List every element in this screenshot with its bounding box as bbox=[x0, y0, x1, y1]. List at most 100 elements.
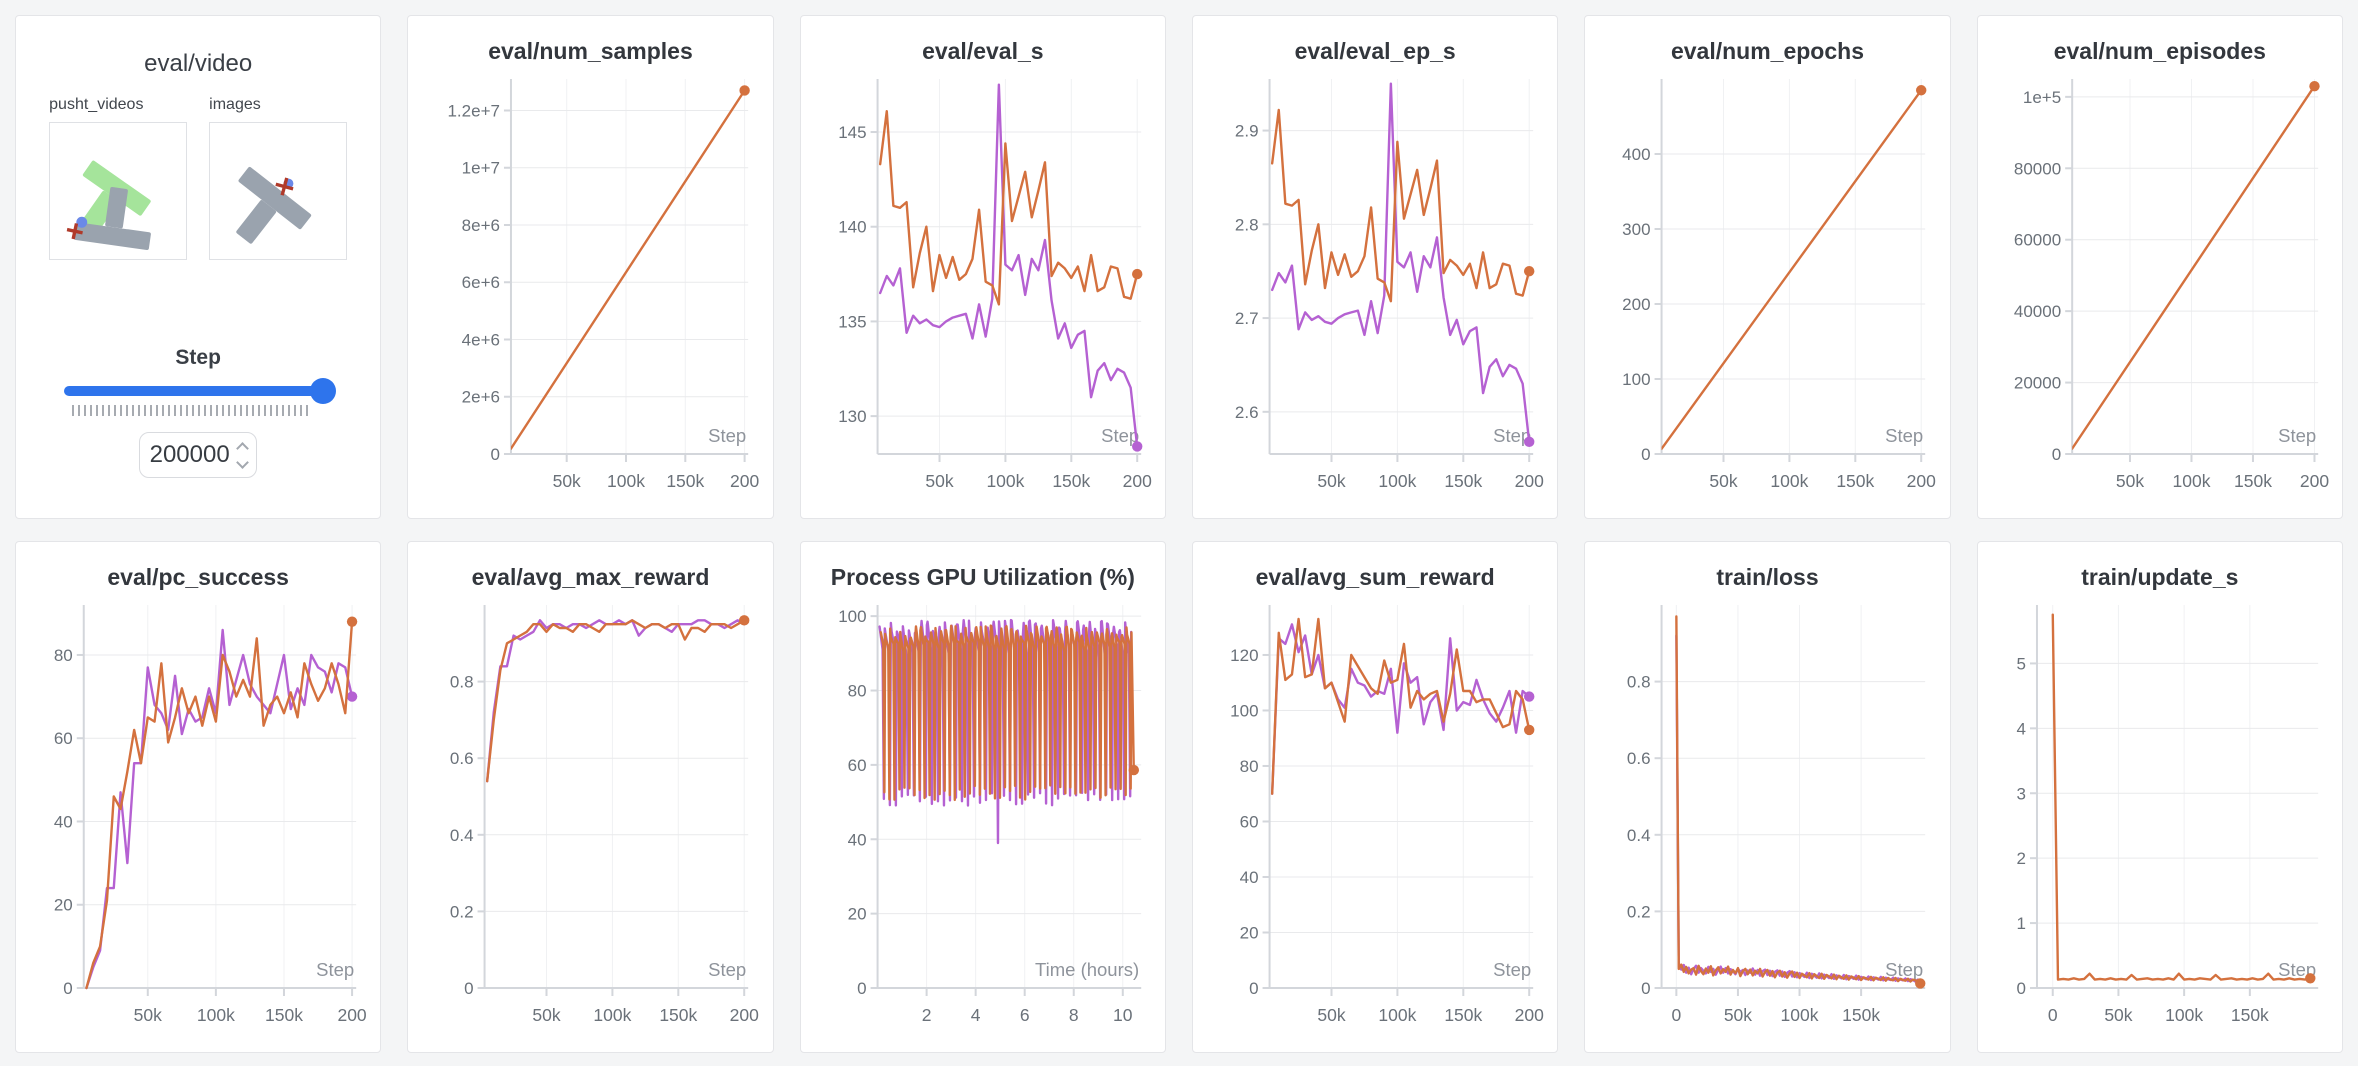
svg-text:0: 0 bbox=[2051, 445, 2060, 464]
chart-canvas[interactable]: 0 20 40 60 80 100 120 50k 100k 150k 200 Step bbox=[1197, 595, 1549, 1040]
svg-text:100: 100 bbox=[1230, 701, 1258, 720]
step-input-value[interactable]: 200000 bbox=[149, 441, 230, 468]
svg-text:100k: 100k bbox=[2172, 471, 2210, 491]
chart-panel-eval-avg-max-reward: eval/avg_max_reward 0 0.2 0.4 0.6 0.8 50k 100k… bbox=[407, 541, 774, 1053]
svg-text:6e+6: 6e+6 bbox=[462, 273, 500, 292]
svg-text:0: 0 bbox=[1641, 445, 1650, 464]
svg-text:100k: 100k bbox=[607, 471, 645, 491]
svg-text:2.7: 2.7 bbox=[1235, 309, 1259, 328]
svg-text:0: 0 bbox=[491, 445, 500, 464]
svg-text:0: 0 bbox=[1641, 979, 1650, 998]
svg-text:200: 200 bbox=[1623, 295, 1651, 314]
chart-panel-train-update-s: train/update_s 0 1 2 3 4 5 0 50k 100k 150k Step bbox=[1976, 541, 2343, 1053]
chart-panel-eval-avg-sum-reward: eval/avg_sum_reward 0 20 40 60 80 100 120 50k 10… bbox=[1192, 541, 1559, 1053]
chart-canvas[interactable]: 2.6 2.7 2.8 2.9 50k 100k 150k 200 Step bbox=[1197, 69, 1549, 506]
chart-title: train/update_s bbox=[2081, 564, 2239, 590]
svg-text:Step: Step bbox=[2278, 425, 2316, 446]
pusht-video-thumbnail[interactable] bbox=[49, 122, 188, 260]
media-panel-title: eval/video bbox=[144, 50, 253, 77]
svg-text:60: 60 bbox=[54, 729, 73, 748]
step-slider-handle[interactable] bbox=[310, 378, 337, 404]
svg-text:150k: 150k bbox=[1052, 471, 1090, 491]
svg-text:150k: 150k bbox=[1444, 1005, 1482, 1025]
spinner-down-icon[interactable] bbox=[235, 455, 249, 469]
svg-text:100k: 100k bbox=[1378, 471, 1416, 491]
media-panel-eval-video: eval/video pusht_videos bbox=[15, 15, 382, 519]
svg-text:200: 200 bbox=[730, 1005, 759, 1025]
svg-text:150k: 150k bbox=[1842, 1005, 1880, 1025]
step-spinner bbox=[235, 441, 249, 469]
svg-text:150k: 150k bbox=[1444, 471, 1482, 491]
spinner-up-icon[interactable] bbox=[235, 441, 249, 455]
chart-canvas[interactable]: 0 20 40 60 80 50k 100k 150k 200 Step bbox=[20, 595, 372, 1040]
svg-text:50k: 50k bbox=[1317, 471, 1345, 491]
chart-title: eval/pc_success bbox=[107, 564, 289, 590]
svg-text:3: 3 bbox=[2016, 784, 2025, 803]
svg-text:100k: 100k bbox=[197, 1005, 235, 1025]
chart-title: eval/num_epochs bbox=[1670, 38, 1864, 64]
svg-text:50k: 50k bbox=[134, 1005, 162, 1025]
chart-canvas[interactable]: 0 100 200 300 400 50k 100k 150k 200 Step bbox=[1589, 69, 1941, 506]
media-label-pusht-videos: pusht_videos bbox=[49, 96, 144, 113]
step-slider-ruler bbox=[72, 405, 311, 416]
svg-text:80: 80 bbox=[847, 682, 866, 701]
svg-text:0: 0 bbox=[63, 979, 72, 998]
svg-text:0: 0 bbox=[2048, 1005, 2058, 1025]
svg-text:Step: Step bbox=[1493, 425, 1531, 446]
svg-text:80: 80 bbox=[1240, 757, 1259, 776]
svg-text:40000: 40000 bbox=[2014, 302, 2061, 321]
chart-canvas[interactable]: 130 135 140 145 50k 100k 150k 200 Step bbox=[805, 69, 1157, 506]
svg-text:0.2: 0.2 bbox=[450, 902, 474, 921]
step-slider[interactable] bbox=[64, 378, 337, 404]
svg-text:200: 200 bbox=[1515, 1005, 1544, 1025]
target-cross bbox=[275, 177, 294, 196]
svg-text:20: 20 bbox=[54, 896, 73, 915]
svg-text:40: 40 bbox=[847, 830, 866, 849]
media-label-images: images bbox=[209, 96, 261, 113]
svg-text:150k: 150k bbox=[1837, 471, 1875, 491]
chart-canvas[interactable]: 0 2e+6 4e+6 6e+6 8e+6 1e+7 1.2e+7 50k 100k 150k 20… bbox=[412, 69, 764, 506]
svg-text:140: 140 bbox=[838, 218, 866, 237]
svg-text:Step: Step bbox=[1101, 425, 1139, 446]
svg-text:Time (hours): Time (hours) bbox=[1035, 959, 1139, 980]
chart-panel-train-loss: train/loss 0 0.2 0.4 0.6 0.8 0 50k 100k 150k Step bbox=[1584, 541, 1951, 1053]
svg-text:150k: 150k bbox=[265, 1005, 303, 1025]
svg-text:2: 2 bbox=[921, 1005, 931, 1025]
media-col-pusht-videos: pusht_videos bbox=[49, 96, 188, 260]
chart-title: eval/avg_sum_reward bbox=[1255, 564, 1495, 590]
chart-canvas[interactable]: 0 0.2 0.4 0.6 0.8 50k 100k 150k 200 Step bbox=[412, 595, 764, 1040]
svg-text:200: 200 bbox=[1907, 471, 1936, 491]
svg-text:2: 2 bbox=[2016, 849, 2025, 868]
chart-panel-eval-eval-s: eval/eval_s 130 135 140 145 50k 100k 150k 200 St… bbox=[799, 15, 1166, 519]
svg-text:1.2e+7: 1.2e+7 bbox=[448, 101, 500, 120]
svg-text:100k: 100k bbox=[1781, 1005, 1819, 1025]
svg-text:8e+6: 8e+6 bbox=[462, 216, 500, 235]
svg-text:4e+6: 4e+6 bbox=[462, 330, 500, 349]
svg-text:50k: 50k bbox=[1317, 1005, 1345, 1025]
chart-canvas[interactable]: 0 0.2 0.4 0.6 0.8 0 50k 100k 150k Step bbox=[1589, 595, 1941, 1040]
chart-canvas[interactable]: 0 20000 40000 60000 80000 1e+5 50k 100k 150k 200 S… bbox=[1982, 69, 2334, 506]
svg-text:Step: Step bbox=[1885, 959, 1923, 980]
chart-canvas[interactable]: 0 20 40 60 80 100 2 4 6 8 10 Time (hours) bbox=[805, 595, 1157, 1040]
svg-text:0.8: 0.8 bbox=[1627, 673, 1651, 692]
images-thumbnail[interactable] bbox=[209, 122, 348, 260]
step-input[interactable]: 200000 bbox=[139, 432, 258, 478]
svg-text:1e+5: 1e+5 bbox=[2023, 88, 2061, 107]
svg-text:100: 100 bbox=[1623, 370, 1651, 389]
chart-title: eval/eval_ep_s bbox=[1294, 38, 1456, 64]
svg-text:120: 120 bbox=[1230, 646, 1258, 665]
svg-text:60: 60 bbox=[1240, 812, 1259, 831]
svg-text:200: 200 bbox=[337, 1005, 366, 1025]
svg-text:100k: 100k bbox=[1378, 1005, 1416, 1025]
chart-panel-eval-eval-ep-s: eval/eval_ep_s 2.6 2.7 2.8 2.9 50k 100k 150k 20… bbox=[1192, 15, 1559, 519]
svg-text:Step: Step bbox=[1493, 959, 1531, 980]
chart-panel-eval-num-epochs: eval/num_epochs 0 100 200 300 400 50k 100k 150k… bbox=[1584, 15, 1951, 519]
svg-text:2e+6: 2e+6 bbox=[462, 388, 500, 407]
chart-panel-eval-num-samples: eval/num_samples 0 2e+6 4e+6 6e+6 8e+6 1e+7 1.… bbox=[407, 15, 774, 519]
chart-title: eval/num_episodes bbox=[2053, 38, 2266, 64]
svg-text:1e+7: 1e+7 bbox=[462, 159, 500, 178]
svg-text:300: 300 bbox=[1623, 220, 1651, 239]
svg-text:50k: 50k bbox=[553, 471, 581, 491]
